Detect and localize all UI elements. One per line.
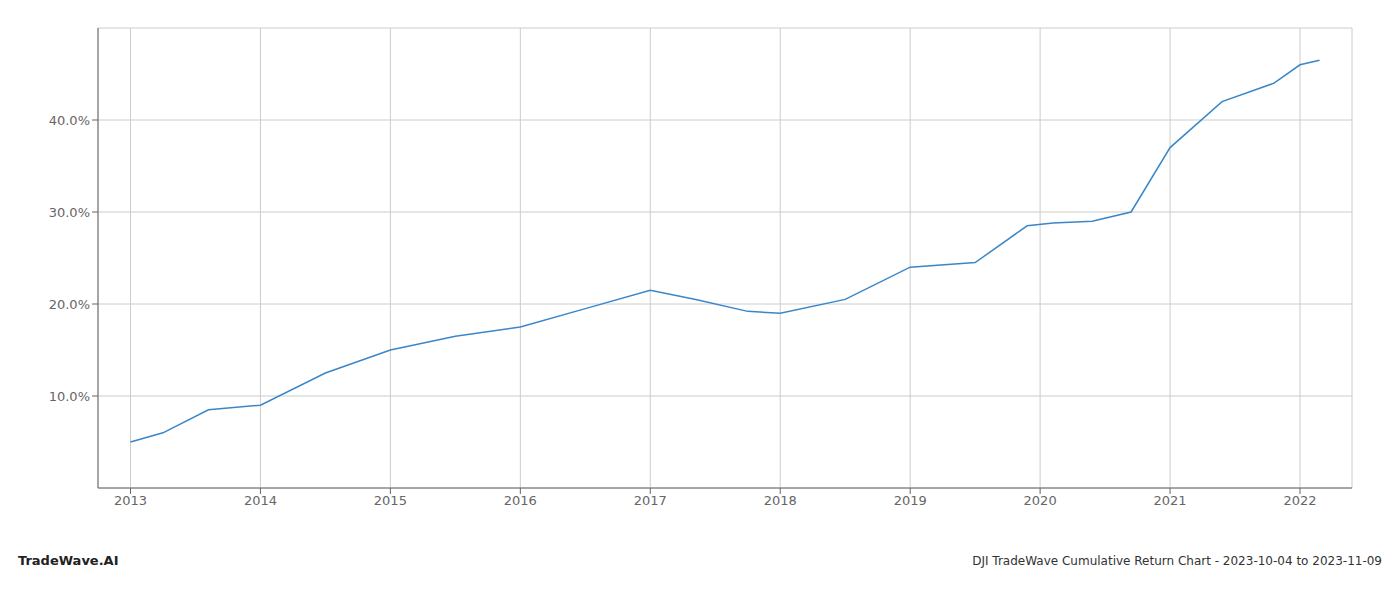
html-text:TradeWave.AI: TradeWave.AI <box>18 553 119 568</box>
svg-text:2018: 2018 <box>764 493 797 508</box>
svg-text:2022: 2022 <box>1283 493 1316 508</box>
html-text:DJI TradeWave Cumulative Retur: DJI TradeWave Cumulative Return Chart - … <box>972 554 1382 568</box>
svg-text:2021: 2021 <box>1154 493 1187 508</box>
svg-text:2020: 2020 <box>1024 493 1057 508</box>
svg-text:2015: 2015 <box>374 493 407 508</box>
svg-text:20.0%: 20.0% <box>49 297 90 312</box>
svg-text:2014: 2014 <box>244 493 277 508</box>
svg-text:2016: 2016 <box>504 493 537 508</box>
svg-text:40.0%: 40.0% <box>49 113 90 128</box>
svg-text:2017: 2017 <box>634 493 667 508</box>
svg-text:2013: 2013 <box>114 493 147 508</box>
svg-text:10.0%: 10.0% <box>49 389 90 404</box>
svg-text:30.0%: 30.0% <box>49 205 90 220</box>
svg-text:2019: 2019 <box>894 493 927 508</box>
